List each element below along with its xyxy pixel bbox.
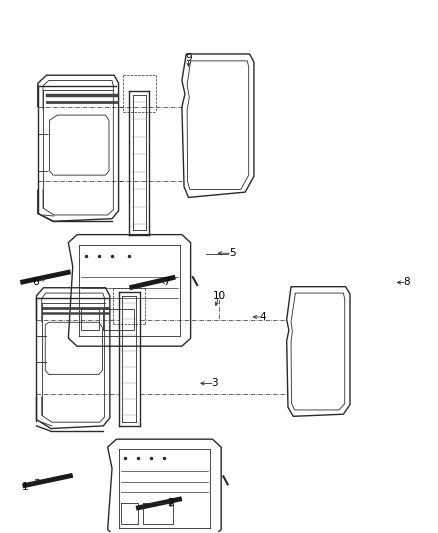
Text: 8: 8 (403, 278, 410, 287)
Text: 7: 7 (163, 278, 170, 287)
Text: 1: 1 (21, 482, 28, 492)
Text: 10: 10 (212, 290, 226, 301)
Text: 3: 3 (211, 378, 218, 389)
Text: 2: 2 (168, 498, 174, 508)
Text: 6: 6 (32, 278, 39, 287)
Text: 9: 9 (185, 53, 192, 63)
Text: 4: 4 (259, 312, 266, 322)
Text: 5: 5 (229, 248, 235, 258)
